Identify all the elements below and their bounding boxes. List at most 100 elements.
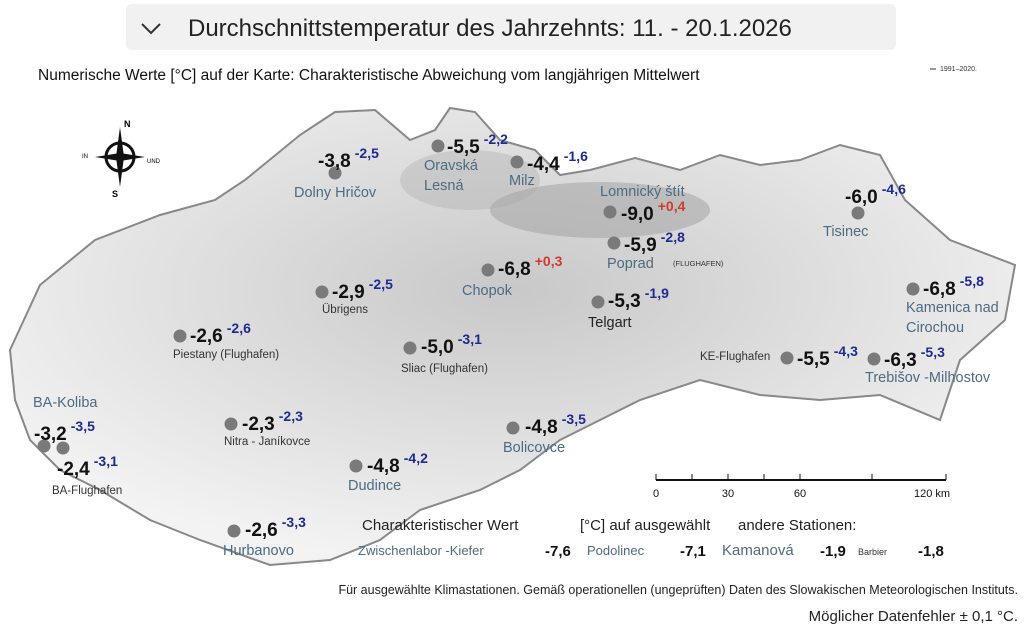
station-deviation: +0,3 bbox=[535, 253, 563, 269]
station-dot bbox=[906, 282, 920, 296]
station-dot bbox=[227, 524, 241, 538]
legend-value: -7,6 bbox=[545, 543, 571, 560]
station-dot bbox=[867, 352, 881, 366]
station-deviation: -1,9 bbox=[645, 285, 669, 301]
compass: N S IN UND bbox=[82, 119, 161, 199]
station: -2,6 -3,3 Hurbanovo bbox=[223, 514, 306, 559]
station-dot bbox=[591, 295, 605, 309]
station-deviation: -4,6 bbox=[882, 181, 906, 197]
station-deviation: -3,1 bbox=[94, 453, 118, 469]
station-name: Piestany (Flughafen) bbox=[173, 349, 279, 361]
station-name: BA-Flughafen bbox=[52, 485, 122, 497]
station: -6,8 +0,3 Chopok bbox=[462, 253, 563, 299]
station-name: Kamenica nad bbox=[906, 300, 999, 316]
compass-north: N bbox=[124, 119, 131, 129]
station-dot bbox=[173, 329, 187, 343]
station: -5,0 -3,1 Sliac (Flughafen) bbox=[401, 331, 488, 375]
station-value: -5,9 bbox=[624, 235, 657, 256]
station-deviation: +0,4 bbox=[658, 198, 686, 214]
station-deviation: -4,2 bbox=[404, 450, 428, 466]
scale-bar bbox=[655, 474, 947, 481]
station-value: -5,3 bbox=[608, 291, 641, 312]
legend-station: Kamanová bbox=[722, 542, 794, 559]
station-dot bbox=[403, 341, 417, 355]
station: -3,2 -3,5 BA-Koliba bbox=[33, 395, 98, 453]
station: -3,8 -2,5 Dolny Hričov bbox=[294, 145, 379, 201]
station-name: Nitra - Janíkovce bbox=[224, 436, 310, 448]
station-name: Milz bbox=[509, 173, 535, 189]
legend-value: -7,1 bbox=[680, 543, 706, 560]
collapse-chevron[interactable] bbox=[141, 23, 161, 35]
station: -5,9 -2,8 Poprad (FLUGHAFEN) bbox=[607, 229, 724, 272]
station: -2,4 -3,1 BA-Flughafen bbox=[52, 441, 122, 497]
station-dot bbox=[851, 206, 865, 220]
fatra-relief bbox=[400, 150, 540, 210]
station-value: -5,5 bbox=[797, 349, 830, 370]
station-dot bbox=[607, 236, 621, 250]
station-value: -4,4 bbox=[527, 154, 560, 175]
station: -2,6 -2,6 Piestany (Flughafen) bbox=[173, 320, 279, 361]
station-dot bbox=[328, 166, 342, 180]
station-dot bbox=[315, 285, 329, 299]
station: -5,5 -2,2 Oravská Lesná bbox=[424, 131, 508, 194]
station-deviation: -2,2 bbox=[484, 131, 508, 147]
station-deviation: -5,3 bbox=[921, 344, 945, 360]
compass-south: S bbox=[112, 189, 118, 199]
legend-station: Barbier bbox=[858, 547, 887, 557]
station-deviation: -3,1 bbox=[458, 331, 482, 347]
station-value: -2,4 bbox=[57, 459, 90, 480]
station-name: Telgart bbox=[588, 315, 632, 331]
station-value: -2,3 bbox=[242, 414, 275, 435]
error-note: Möglicher Datenfehler ± 0,1 °C. bbox=[809, 608, 1018, 625]
legend-value: -1,8 bbox=[918, 543, 944, 560]
scale-label: 0 bbox=[653, 488, 659, 500]
scale-label: 60 bbox=[794, 488, 806, 500]
source-note: Für ausgewählte Klimastationen. Gemäß op… bbox=[338, 583, 1018, 597]
station-name: KE-Flughafen bbox=[700, 351, 770, 363]
station: -5,5 -4,3 KE-Flughafen bbox=[700, 343, 858, 370]
station-name: Sliac (Flughafen) bbox=[401, 363, 488, 375]
station-name: Trebišov -Milhostov bbox=[865, 370, 991, 386]
station: -6,8 -5,8 Kamenica nad Cirochou bbox=[906, 273, 999, 336]
station-name: Hurbanovo bbox=[223, 543, 294, 559]
legend-station: Zwischenlabor -Kiefer bbox=[358, 543, 484, 558]
station: -4,4 -1,6 Milz bbox=[509, 148, 588, 189]
legend-unit: [°C] auf ausgewählt bbox=[580, 517, 711, 534]
station-dot bbox=[780, 351, 794, 365]
compass-east: UND bbox=[147, 159, 161, 165]
station-value: -6,8 bbox=[498, 259, 531, 280]
station-value: -4,8 bbox=[367, 456, 400, 477]
legend-title: Charakteristischer Wert bbox=[362, 517, 519, 534]
station-value: -2,9 bbox=[332, 282, 365, 303]
legend-value: -1,9 bbox=[820, 543, 846, 560]
title: Durchschnittstemperatur des Jahrzehnts: … bbox=[188, 15, 792, 42]
station-name: Chopok bbox=[462, 283, 513, 299]
station-name: BA-Koliba bbox=[33, 395, 98, 411]
station-deviation: -3,5 bbox=[71, 418, 95, 434]
station-deviation: -5,8 bbox=[960, 273, 984, 289]
scale-label: 30 bbox=[722, 488, 734, 500]
station-name: Poprad bbox=[607, 256, 654, 272]
station-dot bbox=[56, 441, 70, 455]
station-dot bbox=[603, 205, 617, 219]
station-value: -6,3 bbox=[884, 350, 917, 371]
compass-west: IN bbox=[82, 154, 88, 160]
station-value: -3,8 bbox=[318, 151, 351, 172]
station-note: (FLUGHAFEN) bbox=[673, 259, 724, 268]
station-value: -5,5 bbox=[447, 137, 480, 158]
station-name: Tisinec bbox=[823, 224, 868, 240]
station: -6,3 -5,3 Trebišov -Milhostov bbox=[865, 344, 991, 386]
station-dot bbox=[37, 439, 51, 453]
station-name: Übrigens bbox=[322, 304, 368, 316]
tatra-relief bbox=[490, 182, 710, 238]
station-dot bbox=[506, 421, 520, 435]
station-dot bbox=[349, 459, 363, 473]
station: -5,3 -1,9 Telgart bbox=[588, 285, 669, 331]
station-deviation: -2,5 bbox=[355, 145, 379, 161]
legend-station: Podolinec bbox=[587, 543, 645, 558]
station-deviation: -2,5 bbox=[369, 276, 393, 292]
